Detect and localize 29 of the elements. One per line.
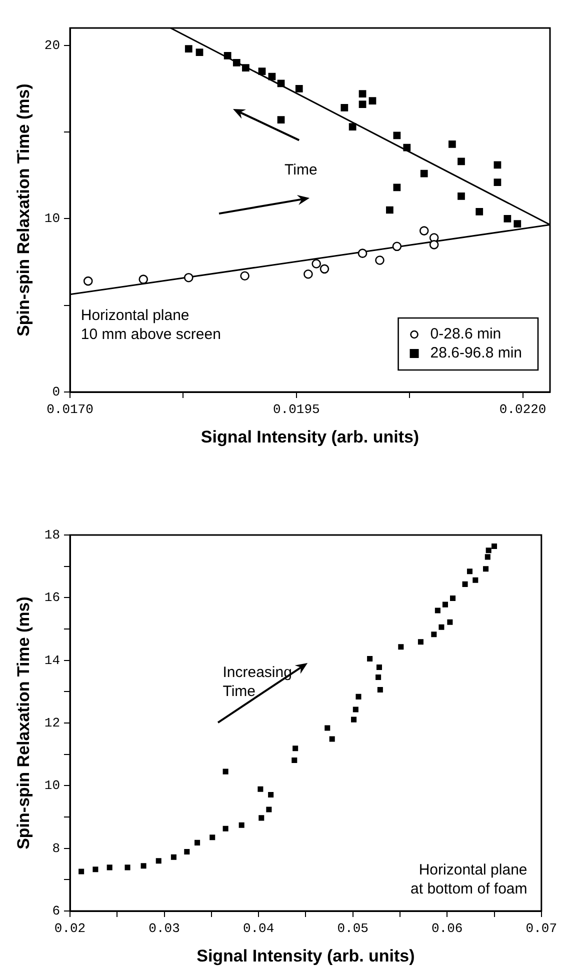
x-tick-label: 0.0220: [499, 402, 546, 418]
x-tick-label: 0.02: [54, 921, 86, 936]
annotation: Horizontal plane 10 mm above screen: [80, 306, 221, 343]
x-tick-label: 0.0170: [46, 402, 94, 418]
x-axis-title: Signal Intensity (arb. units): [200, 427, 420, 446]
y-tick-label: 8: [52, 840, 60, 856]
x-tick-label: 0.06: [432, 921, 463, 936]
annotation: Time: [284, 161, 318, 178]
y-tick-label: 6: [52, 903, 60, 918]
y-tick-label: 12: [44, 715, 60, 730]
x-tick-label: 0.07: [526, 921, 558, 936]
annotation: Horizontal plane at bottom of foam: [410, 861, 528, 898]
y-tick-label: 16: [44, 590, 60, 606]
annotation: Increasing Time: [222, 664, 292, 700]
x-tick-label: 0.03: [148, 921, 180, 936]
y-tick-label: 10: [44, 778, 60, 794]
x-tick-label: 0.0195: [273, 402, 320, 418]
x-tick-label: 0.05: [337, 921, 368, 936]
y-tick-label: 20: [44, 38, 60, 53]
legend-label: 0-28.6 min: [430, 326, 502, 343]
y-axis-title: Spin-spin Relaxation Time (ms): [14, 84, 33, 336]
x-tick-label: 0.04: [242, 921, 274, 936]
legend-label: 28.6-96.8 min: [430, 344, 522, 362]
x-axis-title: Signal Intensity (arb. units): [196, 946, 415, 966]
y-axis-title: Spin-spin Relaxation Time (ms): [14, 596, 33, 850]
y-tick-label: 14: [44, 652, 60, 668]
y-tick-label: 18: [44, 527, 60, 542]
y-tick-label: 10: [44, 211, 60, 226]
y-tick-label: 0: [52, 384, 60, 400]
